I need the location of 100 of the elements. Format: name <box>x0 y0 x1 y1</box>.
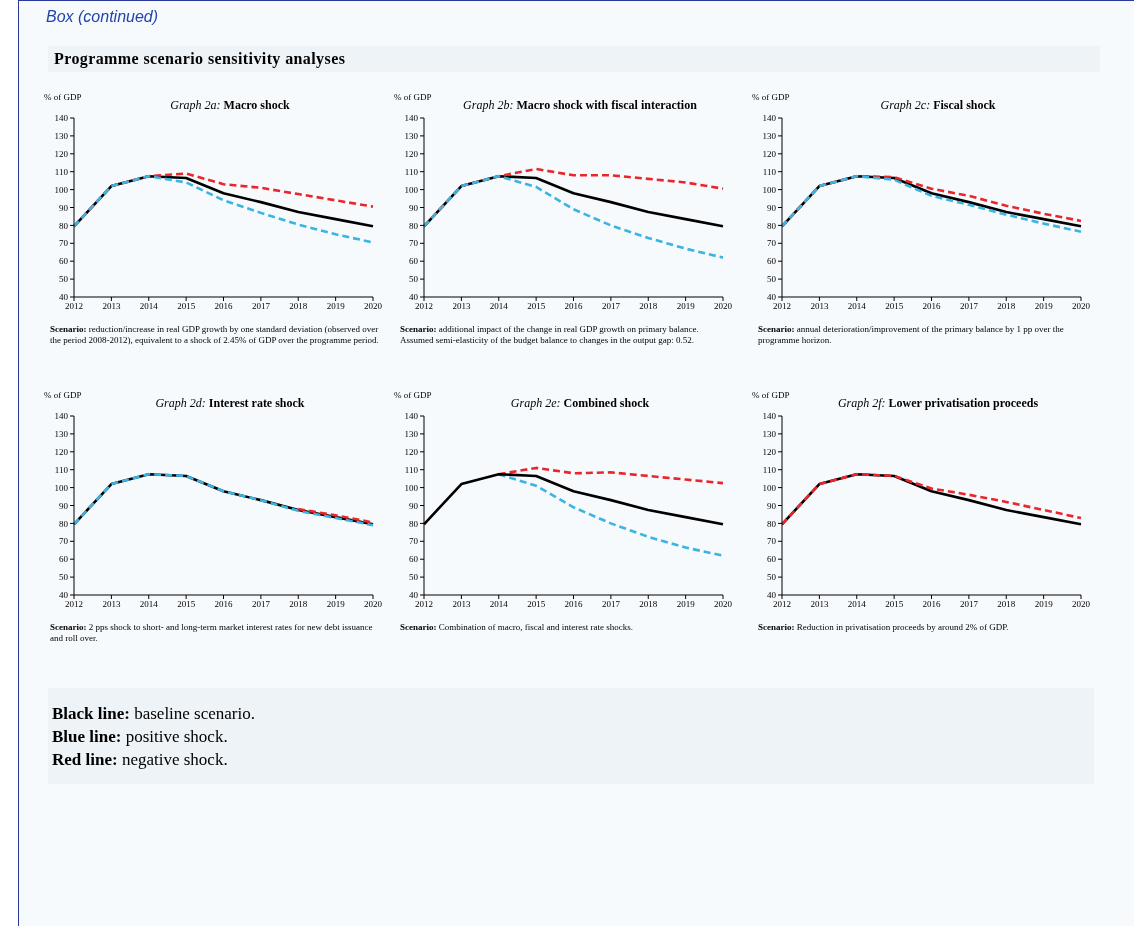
x-tick-label: 2018 <box>997 599 1016 610</box>
y-tick-label: 140 <box>404 113 419 124</box>
text: Black line: baseline scenario. <box>52 703 256 725</box>
y-tick-label: 110 <box>54 166 69 177</box>
x-tick-label: 2014 <box>139 301 159 312</box>
text: Box (continued) <box>46 8 160 26</box>
y-tick-label: 80 <box>409 220 419 231</box>
y-tick-label: 120 <box>54 148 69 159</box>
y-axis-title: % of GDP <box>394 390 432 400</box>
y-tick-label: 60 <box>767 256 777 267</box>
x-tick-label: 2013 <box>810 599 829 610</box>
text: Red line: negative shock. <box>52 749 229 771</box>
y-tick-label: 120 <box>762 446 777 457</box>
y-tick-label: 90 <box>59 500 69 511</box>
y-tick-label: 40 <box>409 590 419 601</box>
x-tick-label: 2018 <box>289 301 308 312</box>
y-tick-label: 90 <box>409 500 419 511</box>
y-tick-label: 70 <box>767 238 777 249</box>
x-tick-label: 2013 <box>102 301 121 312</box>
x-tick-label: 2014 <box>847 599 867 610</box>
x-tick-label: 2017 <box>601 301 621 312</box>
y-tick-label: 90 <box>767 500 777 511</box>
y-tick-label: 130 <box>762 429 777 440</box>
chart-title: Graph 2b: Macro shock with fiscal interaction <box>463 98 697 112</box>
y-tick-label: 100 <box>762 184 777 195</box>
y-tick-label: 80 <box>409 518 419 529</box>
y-tick-label: 40 <box>767 590 777 601</box>
y-tick-label: 40 <box>767 292 777 303</box>
y-tick-label: 80 <box>59 220 69 231</box>
y-tick-label: 100 <box>54 184 69 195</box>
x-tick-label: 2014 <box>489 599 509 610</box>
y-tick-label: 130 <box>404 429 419 440</box>
x-tick-label: 2019 <box>326 599 346 610</box>
y-tick-label: 120 <box>762 148 777 159</box>
y-tick-label: 110 <box>404 464 419 475</box>
x-tick-label: 2020 <box>714 301 733 312</box>
x-tick-label: 2016 <box>214 599 233 610</box>
y-tick-label: 70 <box>59 536 69 547</box>
x-tick-label: 2012 <box>415 599 433 610</box>
y-tick-label: 80 <box>59 518 69 529</box>
y-tick-label: 110 <box>404 166 419 177</box>
y-tick-label: 120 <box>404 446 419 457</box>
text: Scenario: 2 pps shock to short- and long-term market interest rates for new debt issuance and roll over. <box>50 622 374 644</box>
x-tick-label: 2019 <box>326 301 346 312</box>
chart-title: Graph 2a: Macro shock <box>170 98 290 112</box>
x-tick-label: 2016 <box>922 599 941 610</box>
x-tick-label: 2012 <box>773 301 791 312</box>
x-tick-label: 2012 <box>773 599 791 610</box>
chart-title: Graph 2c: Fiscal shock <box>880 98 996 112</box>
x-tick-label: 2013 <box>452 599 471 610</box>
y-tick-label: 60 <box>59 256 69 267</box>
y-tick-label: 80 <box>767 518 777 529</box>
y-tick-label: 60 <box>767 554 777 565</box>
y-tick-label: 110 <box>762 166 777 177</box>
x-tick-label: 2020 <box>364 301 383 312</box>
x-tick-label: 2013 <box>102 599 121 610</box>
y-tick-label: 40 <box>59 292 69 303</box>
chart-title: Graph 2f: Lower privatisation proceeds <box>837 396 1039 410</box>
y-tick-label: 40 <box>409 292 419 303</box>
y-tick-label: 60 <box>409 554 419 565</box>
y-tick-label: 70 <box>59 238 69 249</box>
y-tick-label: 90 <box>59 202 69 213</box>
x-tick-label: 2019 <box>676 301 696 312</box>
y-tick-label: 140 <box>762 411 777 422</box>
y-tick-label: 70 <box>409 238 419 249</box>
y-tick-label: 120 <box>404 148 419 159</box>
x-tick-label: 2015 <box>177 599 196 610</box>
x-tick-label: 2015 <box>885 301 904 312</box>
y-tick-label: 50 <box>767 572 777 583</box>
text: Scenario: Combination of macro, fiscal and interest rate shocks. <box>400 622 634 633</box>
y-tick-label: 100 <box>404 482 419 493</box>
y-tick-label: 60 <box>59 554 69 565</box>
x-tick-label: 2013 <box>452 301 471 312</box>
x-tick-label: 2014 <box>847 301 867 312</box>
x-tick-label: 2015 <box>527 599 546 610</box>
y-tick-label: 130 <box>404 131 419 142</box>
x-tick-label: 2016 <box>564 301 583 312</box>
x-tick-label: 2014 <box>489 301 509 312</box>
y-tick-label: 140 <box>762 113 777 124</box>
x-tick-label: 2016 <box>922 301 941 312</box>
y-tick-label: 70 <box>767 536 777 547</box>
y-tick-label: 120 <box>54 446 69 457</box>
y-axis-title: % of GDP <box>752 390 790 400</box>
x-tick-label: 2019 <box>1034 301 1054 312</box>
y-tick-label: 50 <box>409 274 419 285</box>
chart-title: Graph 2e: Combined shock <box>510 396 650 410</box>
y-tick-label: 100 <box>54 482 69 493</box>
x-tick-label: 2012 <box>415 301 433 312</box>
x-tick-label: 2017 <box>251 301 271 312</box>
text: Scenario: annual deterioration/improvement of the primary balance by 1 pp over the programme horizon. <box>758 324 1065 346</box>
y-tick-label: 90 <box>767 202 777 213</box>
y-tick-label: 80 <box>767 220 777 231</box>
x-tick-label: 2014 <box>139 599 159 610</box>
y-tick-label: 130 <box>54 429 69 440</box>
x-tick-label: 2019 <box>676 599 696 610</box>
x-tick-label: 2012 <box>65 599 83 610</box>
y-tick-label: 140 <box>54 113 69 124</box>
y-tick-label: 70 <box>409 536 419 547</box>
y-axis-title: % of GDP <box>752 92 790 102</box>
x-tick-label: 2015 <box>177 301 196 312</box>
